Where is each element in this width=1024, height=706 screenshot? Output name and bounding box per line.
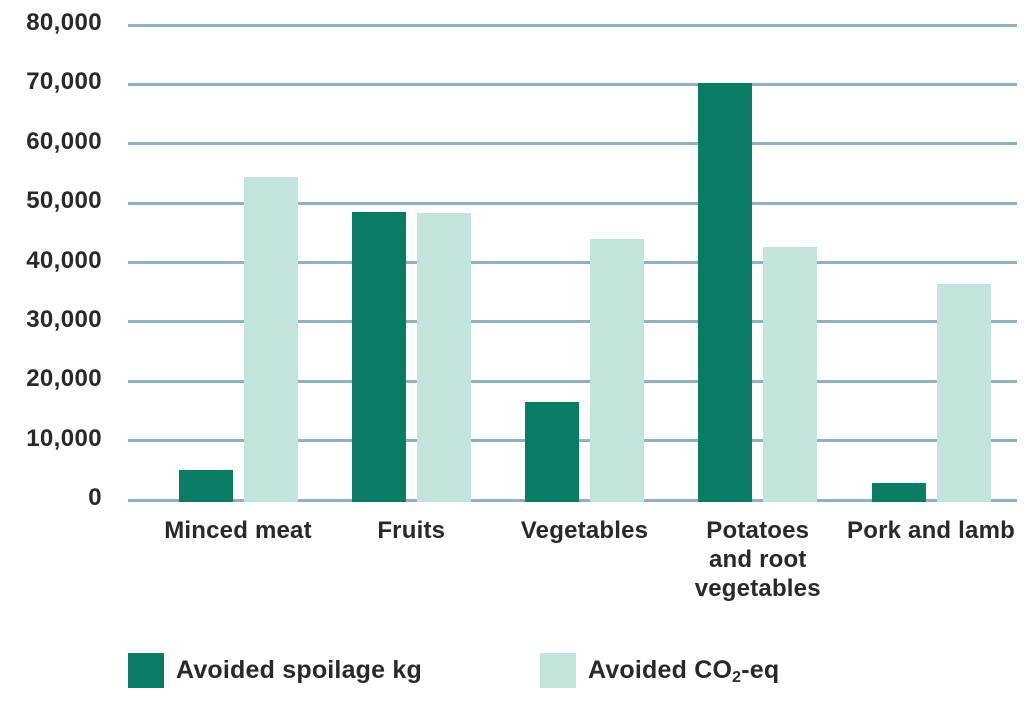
y-tick-label-70000: 70,000 xyxy=(26,68,102,96)
legend-label-co2-prefix: Avoided CO xyxy=(588,656,733,684)
legend-label-avoided-spoilage: Avoided spoilage kg xyxy=(176,656,422,684)
legend-label-avoided-co2: Avoided CO2-eq xyxy=(588,653,779,688)
y-tick-label-10000: 10,000 xyxy=(26,424,102,452)
x-axis-label-potatoes-and-root-vegetables: Potatoes and root vegetables xyxy=(648,516,868,603)
y-tick-label-60000: 60,000 xyxy=(26,127,102,155)
x-axis-label-vegetables: Vegetables xyxy=(475,516,695,545)
bar-spoilage-vegetables xyxy=(525,402,579,502)
gridline-50000 xyxy=(128,201,1017,205)
bar-co2-minced-meat xyxy=(243,177,298,502)
gridline-20000 xyxy=(128,379,1017,383)
y-tick-label-30000: 30,000 xyxy=(26,305,102,333)
gridline-70000 xyxy=(128,82,1017,86)
x-axis-label-pork-and-lamb: Pork and lamb xyxy=(821,516,1024,545)
bar-spoilage-potatoes-and-root-vegetables xyxy=(698,82,753,502)
gridline-80000 xyxy=(128,23,1017,27)
x-axis-label-fruits: Fruits xyxy=(301,516,521,545)
bar-spoilage-minced-meat xyxy=(178,470,233,502)
bar-spoilage-fruits xyxy=(351,212,406,502)
legend-swatch-avoided-spoilage xyxy=(128,653,164,688)
x-axis-label-line: Potatoes xyxy=(706,517,810,544)
x-axis-label-line: and root xyxy=(708,546,807,573)
x-axis-label-minced-meat: Minced meat xyxy=(128,516,348,545)
y-tick-label-80000: 80,000 xyxy=(26,9,102,36)
bar-co2-vegetables xyxy=(590,238,644,502)
bar-co2-potatoes-and-root-vegetables xyxy=(763,247,818,502)
legend-swatch-avoided-co2 xyxy=(540,653,576,688)
x-axis-label-line: vegetables xyxy=(694,575,821,602)
gridline-60000 xyxy=(128,142,1017,146)
bar-spoilage-pork-and-lamb xyxy=(871,482,926,502)
legend-label-co2-suffix: -eq xyxy=(741,656,780,684)
x-axis-label-line: Pork and lamb xyxy=(847,517,1015,544)
x-axis-label-line: Fruits xyxy=(377,517,446,544)
gridline-30000 xyxy=(128,320,1017,324)
y-tick-label-40000: 40,000 xyxy=(26,246,102,274)
bar-co2-fruits xyxy=(416,213,471,502)
y-tick-label-20000: 20,000 xyxy=(26,365,102,393)
bar-co2-pork-and-lamb xyxy=(936,283,991,502)
legend-label-co2-subscript: 2 xyxy=(732,669,742,686)
x-axis-label-line: Minced meat xyxy=(164,517,312,544)
x-axis-label-line: Vegetables xyxy=(520,517,649,544)
y-tick-label-50000: 50,000 xyxy=(26,187,102,215)
gridline-40000 xyxy=(128,261,1017,264)
y-tick-label-0: 0 xyxy=(88,484,102,511)
